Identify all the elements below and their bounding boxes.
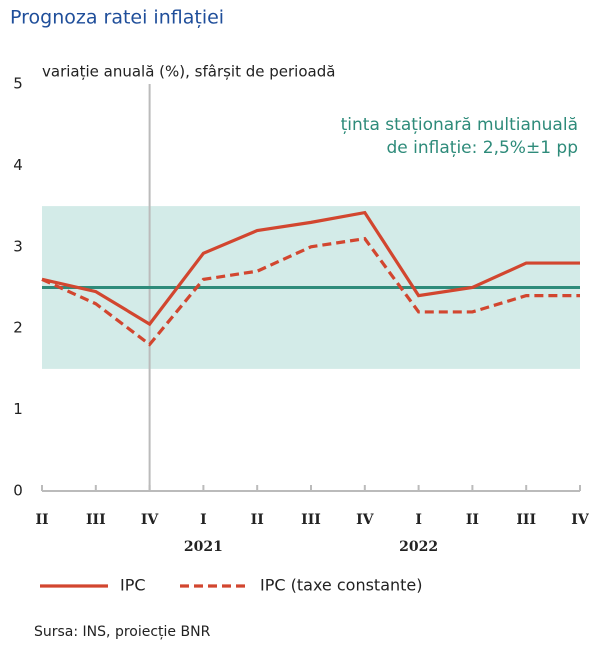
y-axis-label: variație anuală (%), sfârșit de perioadă — [42, 63, 335, 81]
series-line — [41, 210, 580, 327]
y-tick-label: 3 — [13, 237, 23, 255]
x-tick-label: IV — [571, 512, 590, 528]
x-tick-label: II — [466, 512, 479, 528]
y-tick-label: 1 — [13, 400, 23, 418]
x-tick-label: IV — [356, 512, 375, 528]
year-label: 2022 — [399, 539, 438, 555]
y-tick-label: 2 — [13, 319, 23, 337]
annotation: ținta staționară multianuală — [341, 115, 578, 135]
year-label: 2021 — [184, 539, 223, 555]
y-tick-label: 4 — [13, 156, 23, 174]
x-tick-label: III — [301, 512, 321, 528]
legend-label: IPC — [120, 576, 146, 595]
chart-title: Prognoza ratei inflației — [10, 7, 224, 29]
source: Sursa: INS, proiecție BNR — [34, 624, 211, 640]
x-tick-label: III — [516, 512, 536, 528]
legend-label: IPC (taxe constante) — [260, 576, 423, 595]
annotation: de inflație: 2,5%±1 pp — [387, 138, 579, 158]
x-tick-label: II — [35, 512, 48, 528]
series-line — [41, 236, 580, 347]
y-tick-label: 0 — [13, 482, 23, 500]
x-tick-label: I — [415, 512, 422, 528]
x-tick-label: IV — [141, 512, 160, 528]
x-tick-label: II — [251, 512, 264, 528]
x-tick-label: III — [86, 512, 106, 528]
y-tick-label: 5 — [13, 75, 23, 93]
x-tick-label: I — [200, 512, 207, 528]
